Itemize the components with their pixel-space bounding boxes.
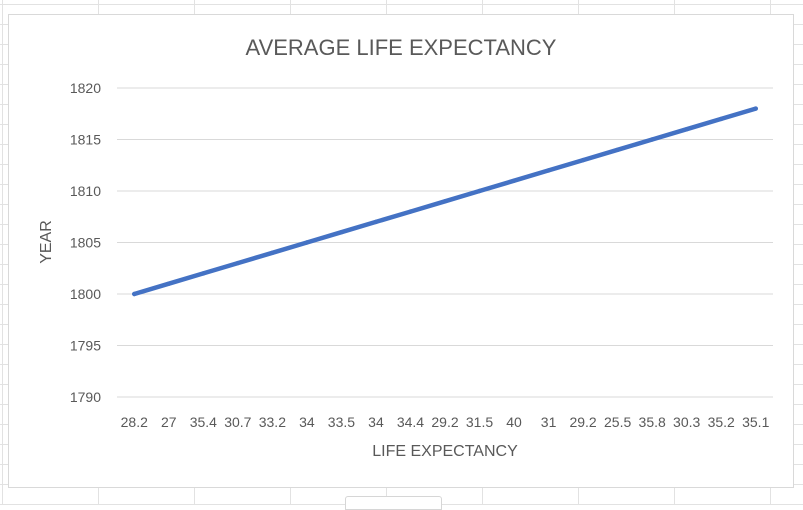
y-tick-label: 1800 [70, 286, 101, 302]
data-point[interactable] [408, 209, 413, 214]
chart-area[interactable] [8, 14, 794, 488]
y-tick-label: 1810 [70, 183, 101, 199]
data-point[interactable] [546, 168, 551, 173]
x-tick-label: 35.1 [742, 414, 769, 430]
x-tick-label: 30.7 [224, 414, 251, 430]
y-gridlines [117, 87, 773, 398]
data-point[interactable] [270, 250, 275, 255]
x-tick-label: 40 [506, 414, 522, 430]
x-tick-label: 25.5 [604, 414, 631, 430]
y-tick-label: 1805 [70, 235, 101, 251]
data-point[interactable] [649, 137, 655, 142]
data-point[interactable] [201, 271, 206, 276]
y-tick-labels: 1790 1795 1800 1805 1810 1815 1820 [70, 80, 101, 405]
data-point[interactable] [511, 178, 517, 183]
y-tick-label: 1795 [70, 338, 101, 354]
y-tick-label: 1815 [70, 132, 101, 148]
data-point[interactable] [615, 147, 620, 152]
x-tick-label: 31 [541, 414, 557, 430]
data-point[interactable] [477, 188, 482, 194]
data-points [132, 106, 758, 297]
x-tick-label: 33.5 [328, 414, 355, 430]
x-tick-label: 28.2 [121, 414, 148, 430]
data-point[interactable] [442, 199, 448, 204]
data-point[interactable] [132, 291, 137, 297]
data-point[interactable] [339, 230, 344, 235]
y-tick-label: 1820 [70, 80, 101, 96]
x-tick-label: 35.4 [190, 414, 217, 430]
data-point[interactable] [684, 127, 689, 132]
x-tick-labels: 28.2 27 35.4 30.7 33.2 34 33.5 34 34.4 29.2 31.5 40… [121, 414, 770, 430]
x-tick-label: 27 [161, 414, 177, 430]
data-point[interactable] [719, 116, 724, 122]
x-tick-label: 34.4 [397, 414, 424, 430]
x-tick-label: 29.2 [431, 414, 458, 430]
y-tick-label: 1790 [70, 389, 101, 405]
x-tick-label: 29.2 [569, 414, 596, 430]
x-tick-label: 33.2 [259, 414, 286, 430]
x-tick-label: 34 [299, 414, 315, 430]
x-axis-title: LIFE EXPECTANCY [372, 443, 518, 460]
data-point[interactable] [235, 260, 241, 266]
data-point[interactable] [373, 219, 379, 225]
sheet-tab-stub[interactable] [345, 496, 442, 510]
chart-title: AVERAGE LIFE EXPECTANCY [246, 35, 557, 60]
data-point[interactable] [166, 281, 171, 286]
data-point[interactable] [753, 106, 758, 111]
x-tick-label: 30.3 [673, 414, 700, 430]
x-tick-label: 35.2 [708, 414, 735, 430]
data-point[interactable] [580, 157, 586, 163]
x-tick-label: 34 [368, 414, 384, 430]
x-tick-label: 31.5 [466, 414, 493, 430]
data-point[interactable] [304, 240, 310, 245]
y-axis-title: YEAR [38, 220, 55, 264]
x-tick-label: 35.8 [639, 414, 666, 430]
